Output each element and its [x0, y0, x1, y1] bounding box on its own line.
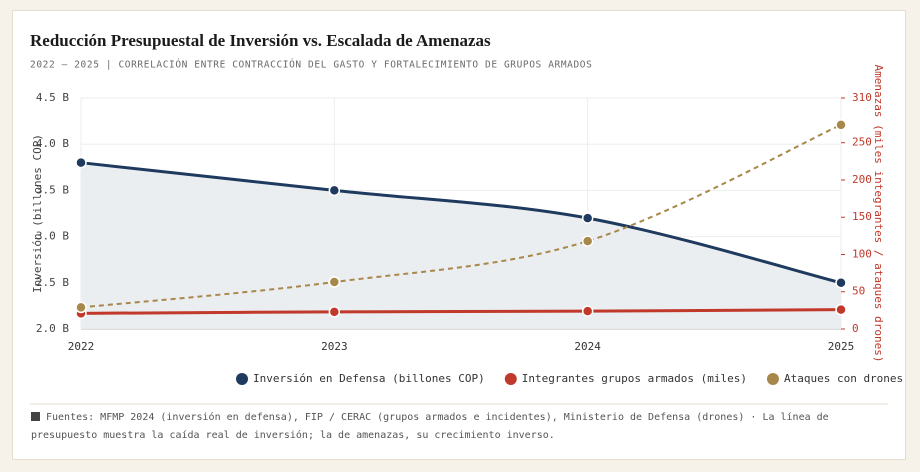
y-tick-label: 3.5 B — [36, 183, 69, 196]
area — [81, 162, 841, 329]
point — [328, 276, 341, 288]
y-tick-label: 4.5 B — [36, 91, 69, 104]
point — [75, 156, 87, 169]
point — [581, 212, 594, 224]
point — [581, 305, 594, 317]
footnote: Fuentes: MFMP 2024 (inversión en defensa… — [31, 409, 881, 445]
point — [75, 301, 87, 314]
y2-tick-label: 250 — [852, 136, 872, 149]
y2-tick-label: 310 — [852, 91, 872, 104]
x-tick-label: 2025 — [828, 340, 855, 353]
y-tick-label: 2.0 B — [36, 322, 69, 335]
note-text: Fuentes: MFMP 2024 (inversión en defensa… — [31, 412, 829, 441]
legend-marker — [504, 373, 517, 385]
y2-tick-label: 150 — [852, 210, 872, 223]
y-tick-label: 4.0 B — [36, 137, 69, 150]
y2-tick-label: 50 — [852, 285, 865, 298]
legend-label: Inversión en Defensa (billones COP) — [253, 372, 485, 385]
y2-tick-label: 100 — [852, 247, 872, 260]
point — [328, 184, 341, 197]
legend-marker — [766, 373, 779, 385]
y2-axis-title: Amenazas (miles integrantes / ataques dr… — [872, 64, 885, 362]
point — [835, 277, 847, 289]
legend-label: Ataques con drones — [784, 372, 903, 385]
y-axis-title: Inversión (billones COP) — [31, 134, 44, 293]
y-tick-label: 3.0 B — [36, 230, 69, 243]
point — [835, 303, 847, 316]
x-tick-label: 2023 — [321, 340, 348, 353]
chart-title: Reducción Presupuestal de Inversión vs. … — [30, 31, 491, 50]
legend-marker — [236, 373, 248, 385]
y2-tick-label: 200 — [852, 173, 872, 186]
x-tick-label: 2024 — [574, 340, 601, 353]
chart-subtitle: 2022 – 2025 | CORRELACIÓN ENTRE CONTRACC… — [30, 59, 592, 71]
x-tick-label: 2022 — [68, 340, 95, 353]
legend-label: Integrantes grupos armados (miles) — [522, 372, 747, 385]
note-icon — [31, 412, 40, 421]
y2-tick-label: 0 — [852, 322, 859, 335]
point — [328, 306, 341, 318]
series-line — [80, 161, 842, 285]
series-line — [80, 308, 842, 315]
series-line — [80, 123, 842, 309]
point — [581, 235, 594, 247]
y-tick-label: 2.5 B — [36, 276, 69, 289]
point — [835, 119, 847, 131]
